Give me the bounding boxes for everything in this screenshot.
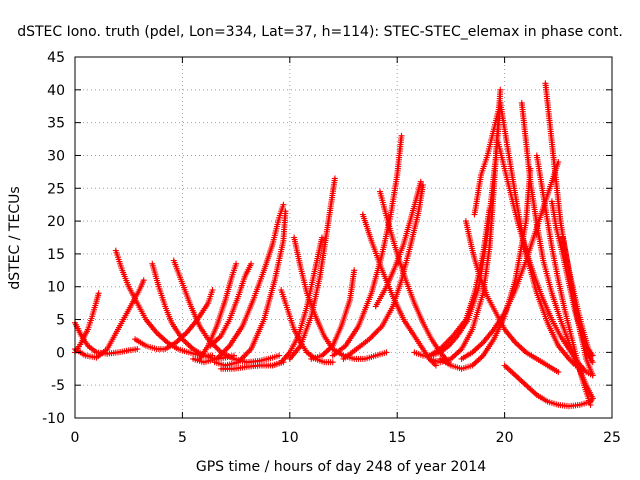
- data-point: [555, 369, 562, 376]
- y-tick-label: 35: [47, 116, 65, 132]
- y-tick-label: 45: [47, 50, 65, 66]
- data-point: [486, 205, 493, 211]
- y-tick-label: 40: [47, 83, 65, 99]
- x-tick-label: 10: [281, 430, 299, 446]
- data-series: [291, 234, 390, 362]
- x-axis-label: GPS time / hours of day 248 of year 2014: [196, 459, 486, 475]
- data-point: [398, 132, 405, 139]
- data-point: [329, 359, 336, 366]
- data-point: [140, 277, 147, 284]
- x-tick-label: 15: [388, 430, 406, 446]
- data-series: [501, 362, 596, 410]
- x-tick-label: 0: [71, 430, 80, 446]
- series-layer: [72, 80, 596, 410]
- y-tick-label: -10: [42, 411, 65, 427]
- data-point: [589, 352, 596, 359]
- y-tick-label: 25: [47, 181, 65, 197]
- x-tick-label: 20: [496, 430, 514, 446]
- data-series: [308, 267, 358, 362]
- x-tick-label: 25: [603, 430, 621, 446]
- data-point: [276, 352, 283, 359]
- data-point: [351, 267, 358, 274]
- data-series: [269, 234, 325, 369]
- y-tick-label: 30: [47, 148, 65, 164]
- data-series: [340, 182, 426, 362]
- data-point: [497, 86, 504, 93]
- data-point: [589, 359, 596, 366]
- y-tick-label: -5: [51, 378, 65, 394]
- data-series: [458, 159, 562, 362]
- data-series: [132, 287, 216, 353]
- data-point: [383, 349, 390, 356]
- data-point: [134, 346, 141, 353]
- data-series: [286, 175, 338, 362]
- data-point: [233, 260, 240, 267]
- data-series: [207, 260, 255, 349]
- data-series: [190, 201, 287, 366]
- data-point: [248, 260, 255, 267]
- chart-title: dSTEC Iono. truth (pdel, Lon=334, Lat=37…: [17, 24, 623, 40]
- data-series: [211, 208, 289, 369]
- data-series: [559, 234, 596, 359]
- data-point: [95, 290, 102, 297]
- y-tick-label: 20: [47, 214, 65, 230]
- y-tick-label: 15: [47, 247, 65, 263]
- x-tick-label: 5: [178, 430, 187, 446]
- y-tick-label: 0: [56, 345, 65, 361]
- y-axis-label: dSTEC / TECUs: [7, 186, 23, 289]
- data-point: [417, 178, 424, 185]
- data-point: [319, 234, 325, 241]
- y-tick-label: 10: [47, 280, 65, 296]
- data-point: [589, 372, 596, 379]
- data-series: [72, 277, 147, 361]
- data-point: [555, 159, 562, 165]
- axes: 0 5 10 15 20 25 -10 -5 0 5 10 15 20 25 30 35 40 45: [42, 50, 621, 446]
- data-point: [280, 201, 287, 208]
- plot-frame: [74, 56, 613, 419]
- data-series: [329, 132, 405, 359]
- data-series: [462, 218, 562, 376]
- data-point: [331, 175, 338, 182]
- data-series: [372, 178, 424, 310]
- data-point: [282, 208, 289, 215]
- data-point: [209, 287, 216, 293]
- y-tick-label: 5: [56, 313, 65, 329]
- series-line: [520, 101, 594, 400]
- data-point: [589, 395, 596, 402]
